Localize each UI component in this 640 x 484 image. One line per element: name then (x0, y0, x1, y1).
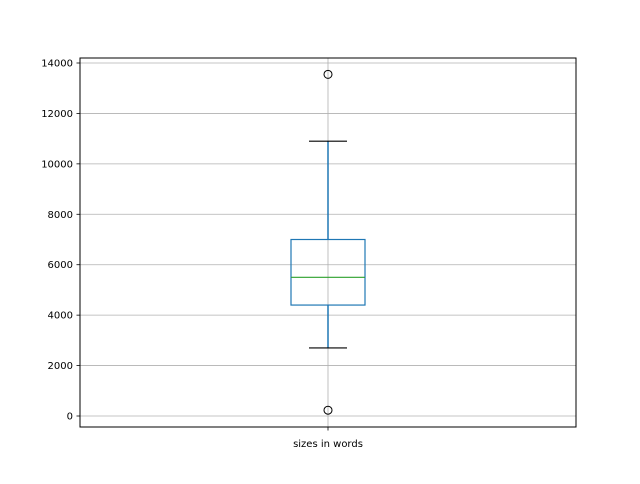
y-tick-label: 14000 (41, 59, 73, 70)
y-tick-label: 2000 (48, 361, 73, 372)
grid-lines (80, 58, 576, 427)
outlier-point (323, 69, 333, 79)
y-tick-label: 8000 (48, 210, 73, 221)
iqr-box (290, 238, 366, 306)
y-tick-label: 12000 (41, 109, 73, 120)
y-axis: 0 2000 4000 6000 8000 10000 12000 14000 (41, 59, 80, 423)
y-tick-label: 0 (67, 412, 73, 423)
y-tick-label: 4000 (48, 311, 73, 322)
y-tick-label: 10000 (41, 159, 73, 170)
x-tick-label: sizes in words (293, 439, 363, 450)
outlier-point (323, 405, 333, 415)
boxes (290, 69, 366, 415)
y-tick-label: 6000 (48, 260, 73, 271)
x-axis: sizes in words (293, 427, 363, 450)
